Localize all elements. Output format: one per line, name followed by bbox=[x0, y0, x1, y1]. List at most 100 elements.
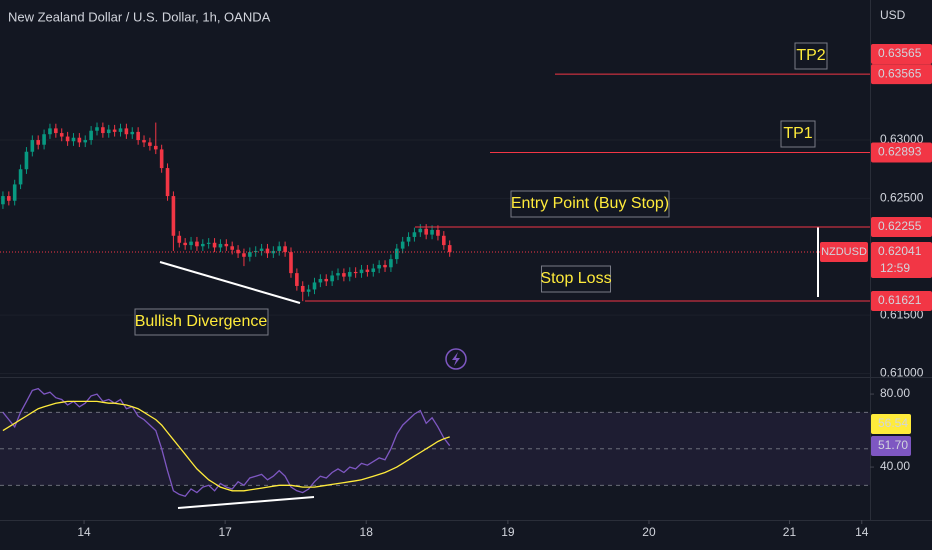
candle bbox=[12, 179, 17, 206]
candle-body bbox=[7, 196, 11, 201]
symbol-label: NZDUSD bbox=[821, 246, 867, 258]
candle bbox=[306, 284, 311, 297]
last-value-label: 56.54 bbox=[878, 416, 908, 430]
candle bbox=[130, 127, 135, 139]
candle-body bbox=[447, 245, 452, 253]
candle bbox=[230, 241, 234, 255]
candle bbox=[436, 225, 440, 241]
level-price-label: 0.62893 bbox=[878, 145, 922, 159]
candle bbox=[318, 274, 323, 288]
alert-circle[interactable] bbox=[445, 348, 467, 370]
level-name: TP1 bbox=[783, 125, 812, 142]
countdown-label: 12:59 bbox=[880, 261, 910, 275]
candle bbox=[48, 123, 52, 139]
candle bbox=[389, 254, 393, 272]
alert-bolt[interactable] bbox=[452, 352, 460, 366]
candle bbox=[236, 245, 240, 258]
candle bbox=[142, 135, 146, 148]
candle bbox=[218, 239, 223, 253]
candle bbox=[77, 133, 82, 148]
candle-body bbox=[289, 252, 293, 274]
candle-body bbox=[248, 252, 252, 257]
candle-body bbox=[1, 196, 5, 205]
candle-body bbox=[24, 151, 29, 170]
candle-body bbox=[218, 243, 223, 248]
candle bbox=[201, 239, 205, 251]
candle-body bbox=[230, 246, 234, 250]
x-tick-label: 17 bbox=[218, 525, 232, 539]
candle-body bbox=[342, 273, 346, 277]
level-price-box bbox=[871, 142, 932, 163]
candle-body bbox=[77, 137, 82, 143]
candle-body bbox=[377, 264, 381, 269]
candle bbox=[159, 144, 164, 173]
last-price-box bbox=[871, 241, 932, 278]
candle bbox=[71, 133, 76, 146]
candle bbox=[248, 247, 252, 262]
level-name: TP2 bbox=[796, 47, 825, 64]
candle-body bbox=[195, 241, 199, 247]
candle-body bbox=[418, 228, 423, 233]
candle bbox=[165, 163, 170, 201]
annotation-box bbox=[541, 265, 611, 293]
candle bbox=[136, 127, 140, 145]
level-price-label: 0.61621 bbox=[878, 293, 922, 307]
candle-body bbox=[153, 145, 158, 150]
x-tick-label: 18 bbox=[360, 525, 374, 539]
candle bbox=[365, 264, 370, 277]
candle-body bbox=[300, 285, 305, 292]
candle-body bbox=[424, 228, 428, 235]
candle-body bbox=[400, 241, 405, 249]
candle bbox=[330, 270, 334, 286]
candle bbox=[289, 247, 293, 278]
candle-body bbox=[436, 229, 440, 236]
candle-body bbox=[48, 128, 52, 135]
level-price-label: 0.62255 bbox=[878, 219, 922, 233]
level-price-label: 0.63565 bbox=[878, 46, 922, 60]
candle bbox=[406, 232, 411, 247]
candle-body bbox=[89, 130, 93, 141]
last-value-box bbox=[871, 436, 911, 456]
candle bbox=[324, 274, 329, 286]
y-tick-label: 0.62500 bbox=[880, 191, 924, 205]
candle-body bbox=[36, 140, 41, 145]
candle-body bbox=[54, 128, 58, 134]
candle bbox=[383, 260, 387, 272]
candle bbox=[118, 123, 123, 137]
candle bbox=[195, 236, 199, 251]
candle bbox=[112, 124, 117, 137]
candle-body bbox=[236, 249, 240, 254]
x-tick-label: 19 bbox=[501, 525, 515, 539]
candle bbox=[1, 191, 5, 209]
candle bbox=[7, 191, 11, 206]
candle-body bbox=[12, 184, 17, 201]
candle-body bbox=[394, 248, 399, 260]
candle-body bbox=[183, 242, 187, 246]
level-name: Entry Point (Buy Stop) bbox=[511, 195, 669, 212]
level-price-box bbox=[871, 217, 932, 238]
last-price-label: 0.62041 bbox=[878, 244, 922, 258]
candle-body bbox=[30, 140, 35, 152]
candle-body bbox=[42, 134, 46, 145]
candle bbox=[177, 231, 182, 248]
candle-body bbox=[71, 137, 76, 142]
candle bbox=[30, 135, 35, 157]
candle-body bbox=[83, 140, 88, 143]
candle-body bbox=[330, 275, 334, 282]
candle bbox=[36, 135, 41, 150]
x-tick-label: 14 bbox=[77, 525, 91, 539]
candle bbox=[300, 281, 305, 302]
alert-icon[interactable] bbox=[445, 348, 467, 370]
candle-body bbox=[242, 253, 246, 257]
candle bbox=[171, 191, 176, 251]
candle-body bbox=[353, 271, 358, 274]
candle-body bbox=[430, 229, 434, 235]
candle-body bbox=[347, 271, 352, 277]
rsi-line bbox=[2, 400, 450, 492]
candle-body bbox=[283, 246, 287, 253]
candle-body bbox=[359, 269, 364, 274]
candle bbox=[89, 126, 93, 145]
candle-body bbox=[201, 243, 205, 247]
